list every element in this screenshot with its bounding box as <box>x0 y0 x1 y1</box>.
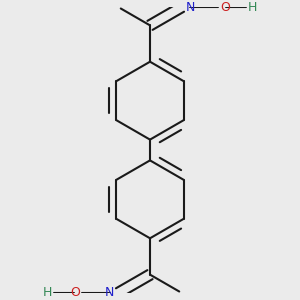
Text: H: H <box>248 1 257 14</box>
Text: H: H <box>43 286 52 299</box>
Text: N: N <box>185 1 195 14</box>
Text: O: O <box>220 1 230 14</box>
Text: O: O <box>70 286 80 299</box>
Text: N: N <box>105 286 115 299</box>
